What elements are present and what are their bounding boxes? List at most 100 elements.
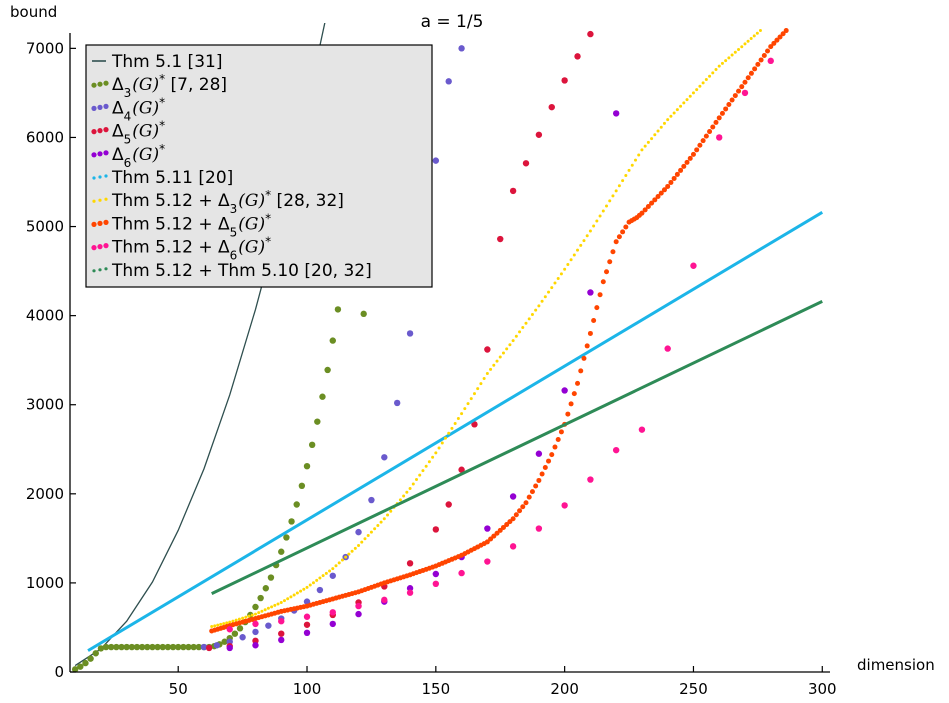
series-6-point-106 xyxy=(550,286,554,290)
series-6-point-33 xyxy=(315,578,319,582)
series-2-point-13 xyxy=(368,496,375,504)
series-6-point-60 xyxy=(402,494,406,498)
series-6-point-73 xyxy=(443,436,447,440)
series-6-point-163 xyxy=(733,50,737,54)
series-7-point-140 xyxy=(655,193,661,199)
series-1-point-13 xyxy=(138,643,146,651)
series-6-point-161 xyxy=(727,56,731,60)
series-7-point-173 xyxy=(761,52,767,58)
series-6-point-32 xyxy=(311,581,315,585)
series-8-point-14 xyxy=(587,476,594,483)
legend-swatch-3-dot-0 xyxy=(91,129,97,135)
x-tick-label-0: 50 xyxy=(169,680,188,698)
series-7-point-147 xyxy=(678,167,684,173)
series-6-point-80 xyxy=(466,402,470,406)
series-7-point-176 xyxy=(771,40,777,46)
series-7-point-160 xyxy=(719,110,725,116)
series-6-point-149 xyxy=(688,94,692,98)
series-6-point-26 xyxy=(292,593,296,597)
series-4-point-14 xyxy=(587,289,594,296)
series-6-point-75 xyxy=(450,426,454,430)
series-4-point-1 xyxy=(252,642,259,649)
legend-label-5: Thm 5.11 [20] xyxy=(111,168,233,188)
series-7-point-87 xyxy=(488,536,494,542)
series-6-point-92 xyxy=(505,347,509,351)
legend-swatch-7 xyxy=(91,219,109,227)
series-1-point-1 xyxy=(77,663,84,670)
series-1-point-47 xyxy=(314,418,321,425)
series-2-point-18 xyxy=(432,157,440,164)
x-tick-label-2: 150 xyxy=(422,680,451,698)
series-8-point-15 xyxy=(612,446,620,454)
series-2-point-9 xyxy=(316,586,324,594)
series-1 xyxy=(71,153,367,672)
series-3-point-2 xyxy=(252,637,259,645)
series-2-point-4 xyxy=(252,628,259,636)
series-3-point-9 xyxy=(432,526,440,533)
series-7-point-166 xyxy=(739,84,745,90)
series-6-point-99 xyxy=(527,317,531,321)
series-7-point-98 xyxy=(523,500,529,506)
series-4-point-4 xyxy=(329,620,336,628)
series-6-point-122 xyxy=(601,209,605,213)
series-6-point-50 xyxy=(369,530,373,534)
series-8-point-7 xyxy=(406,589,414,596)
series-7-point-109 xyxy=(558,429,564,435)
series-7-point-100 xyxy=(529,489,535,495)
series-6-point-53 xyxy=(379,520,383,524)
series-6-point-52 xyxy=(376,523,380,527)
series-7-point-128 xyxy=(620,229,626,235)
series-6-point-155 xyxy=(708,74,712,78)
series-6-point-119 xyxy=(592,224,596,228)
series-9 xyxy=(211,300,823,595)
series-6-point-68 xyxy=(427,460,431,464)
series-3-point-0 xyxy=(205,644,213,652)
series-7-point-144 xyxy=(668,179,674,185)
series-7-point-91 xyxy=(500,524,506,530)
series-6-point-110 xyxy=(563,267,567,271)
series-8-point-5 xyxy=(355,602,362,610)
series-6-point-165 xyxy=(740,45,744,49)
legend-swatch-2 xyxy=(91,103,109,111)
series-3-point-10 xyxy=(445,501,452,508)
x-axis-title: dimension xyxy=(857,656,935,674)
series-6-point-169 xyxy=(752,34,756,38)
series-8-point-18 xyxy=(690,262,697,269)
series-7-point-94 xyxy=(510,516,516,522)
series-6-point-136 xyxy=(646,140,650,144)
series-3-point-12 xyxy=(471,421,478,428)
series-6-point-114 xyxy=(576,248,580,252)
series-8-point-3 xyxy=(303,613,311,620)
legend-swatch-2-dot-2 xyxy=(103,103,109,109)
series-6-point-160 xyxy=(724,59,728,63)
series-6-point-16 xyxy=(260,609,264,613)
series-6-point-19 xyxy=(270,605,274,609)
series-6-point-17 xyxy=(263,608,267,612)
series-6-point-118 xyxy=(588,229,592,233)
legend-swatch-5-dot-1 xyxy=(98,175,102,179)
series-6-point-159 xyxy=(720,61,724,65)
series-1-point-49 xyxy=(324,366,331,374)
series-6-point-134 xyxy=(640,148,644,152)
series-3-point-15 xyxy=(509,187,517,195)
series-6-point-83 xyxy=(476,387,480,391)
series-2-point-14 xyxy=(381,454,388,461)
series-6-point-135 xyxy=(643,144,647,148)
series-1-point-5 xyxy=(97,645,105,652)
series-7-point-86 xyxy=(484,539,490,545)
legend-swatch-8-dot-0 xyxy=(91,245,97,251)
series-6-point-113 xyxy=(572,253,576,257)
series-6-point-162 xyxy=(730,53,734,57)
series-7-point-168 xyxy=(745,75,751,81)
series-6-point-45 xyxy=(353,546,357,550)
series-6-point-116 xyxy=(582,239,586,243)
plot-area xyxy=(71,23,824,672)
series-6-point-29 xyxy=(302,587,306,591)
series-6-point-117 xyxy=(585,234,589,238)
series-8-point-13 xyxy=(561,502,568,509)
series-6-point-154 xyxy=(704,78,708,82)
legend-label-6: Thm 5.12 + Δ3(G)* [28, 32] xyxy=(111,188,344,216)
series-4-point-13 xyxy=(561,387,568,394)
series-8-point-20 xyxy=(741,89,749,97)
series-6-point-96 xyxy=(518,330,522,334)
